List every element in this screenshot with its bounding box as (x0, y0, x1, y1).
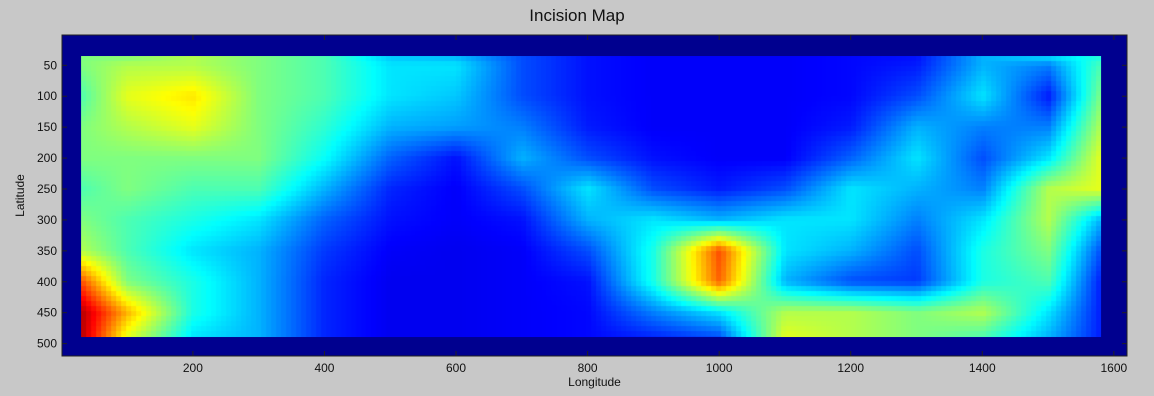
x-tick-label: 1000 (706, 361, 733, 375)
x-tick-label: 800 (578, 361, 598, 375)
plot-frame (61, 34, 1128, 357)
tick-group: 200 400 600 800 1000 1200 1400 1600 50 100 150 200 2… (37, 35, 1128, 375)
y-tick-label: 300 (37, 213, 57, 227)
x-tick-label: 1600 (1100, 361, 1127, 375)
heatmap-image (81, 56, 1102, 338)
x-tick-label: 200 (183, 361, 203, 375)
y-tick-label: 200 (37, 151, 57, 165)
y-tick-label: 250 (37, 182, 57, 196)
x-axis-label: Longitude (568, 375, 621, 389)
x-tick-label: 400 (314, 361, 334, 375)
chart-title: Incision Map (529, 6, 625, 25)
x-tick-label: 600 (446, 361, 466, 375)
y-tick-label: 100 (37, 89, 57, 103)
y-tick-label: 400 (37, 275, 57, 289)
x-tick-label: 1400 (969, 361, 996, 375)
y-tick-label: 50 (44, 58, 58, 72)
y-axis-label: Latitude (13, 174, 27, 217)
y-tick-label: 500 (37, 337, 57, 351)
y-tick-label: 150 (37, 120, 57, 134)
y-tick-label: 350 (37, 244, 57, 258)
x-tick-label: 1200 (837, 361, 864, 375)
y-tick-label: 450 (37, 306, 57, 320)
